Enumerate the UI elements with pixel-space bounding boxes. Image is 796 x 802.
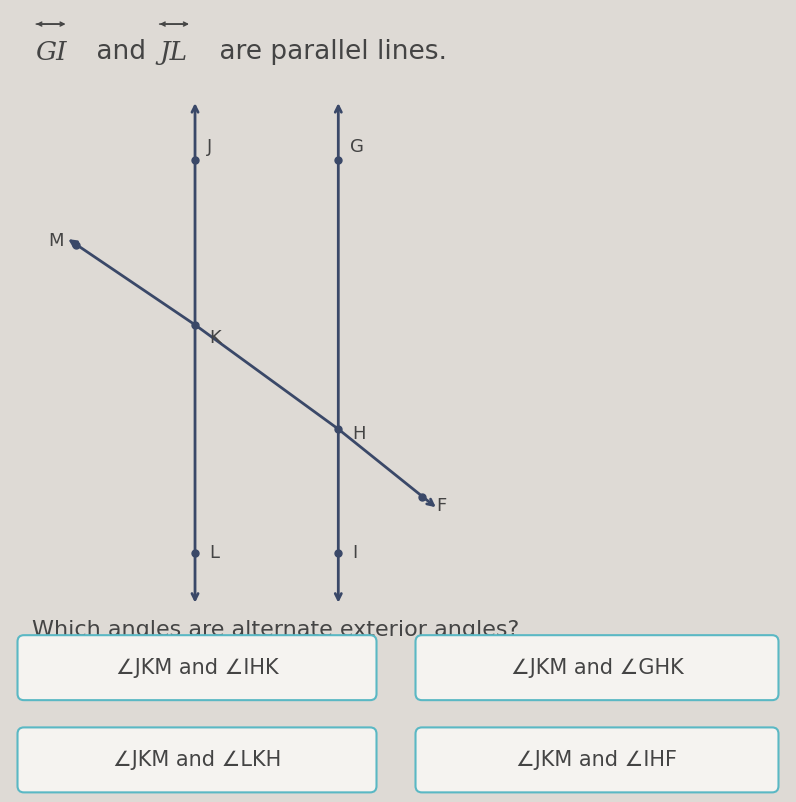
Text: M: M [49, 232, 64, 249]
FancyBboxPatch shape [416, 727, 778, 792]
Text: H: H [353, 425, 366, 443]
Text: GI: GI [36, 39, 68, 65]
Text: ∠JKM and ∠GHK: ∠JKM and ∠GHK [510, 658, 684, 678]
Text: Which angles are alternate exterior angles?: Which angles are alternate exterior angl… [32, 620, 519, 639]
Text: L: L [209, 545, 220, 562]
Text: ∠JKM and ∠LKH: ∠JKM and ∠LKH [113, 750, 281, 770]
Text: G: G [350, 139, 364, 156]
Text: ∠JKM and ∠IHK: ∠JKM and ∠IHK [115, 658, 279, 678]
Text: J: J [207, 139, 213, 156]
Text: are parallel lines.: are parallel lines. [211, 39, 447, 65]
Text: and: and [88, 39, 154, 65]
Text: K: K [209, 329, 221, 346]
Text: JL: JL [159, 39, 187, 65]
FancyBboxPatch shape [416, 635, 778, 700]
FancyBboxPatch shape [18, 727, 377, 792]
Text: I: I [353, 545, 358, 562]
Text: ∠JKM and ∠IHF: ∠JKM and ∠IHF [517, 750, 677, 770]
FancyBboxPatch shape [18, 635, 377, 700]
Text: F: F [436, 497, 447, 515]
